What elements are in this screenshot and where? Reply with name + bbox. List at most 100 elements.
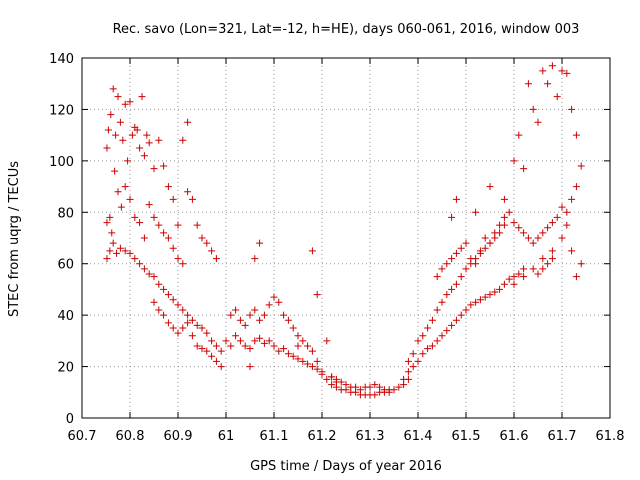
data-point [109,85,117,93]
data-point [366,383,374,391]
data-point [227,342,235,350]
data-point [164,183,172,191]
data-point [160,285,168,293]
data-point [217,363,225,371]
x-tick-label: 60.9 [164,429,193,444]
data-point [534,234,542,242]
data-point [164,234,172,242]
plot-frame [81,57,611,419]
data-point [145,270,153,278]
y-tick-label: 120 [49,103,74,118]
data-point [124,157,132,165]
data-point [284,316,292,324]
data-point [558,234,566,242]
data-point [486,291,494,299]
series-middle-trough-upper [328,373,393,394]
data-point [452,249,460,257]
data-point [414,337,422,345]
data-point [371,381,379,389]
data-point [558,203,566,211]
data-point [568,195,576,203]
data-point [256,316,264,324]
data-point [308,247,316,255]
data-point [155,280,163,288]
data-point [457,311,465,319]
data-point [160,311,168,319]
data-point [284,350,292,358]
data-point [529,105,537,113]
data-point [114,93,122,101]
x-tick-label: 61 [218,429,235,444]
data-point [443,291,451,299]
data-point [140,234,148,242]
data-point [128,131,136,139]
chart-title: Rec. savo (Lon=321, Lat=-12, h=HE), days… [113,22,580,37]
y-tick-label: 0 [66,412,74,427]
data-point [188,195,196,203]
data-point [452,280,460,288]
data-point [103,219,111,227]
data-point [544,260,552,268]
data-point [164,291,172,299]
data-point [136,260,144,268]
data-point [208,352,216,360]
data-point [424,345,432,353]
x-axis-title: GPS time / Days of year 2016 [250,459,442,474]
data-point [356,386,364,394]
x-tick-label: 61.5 [452,429,481,444]
data-point [150,273,158,281]
data-point [428,316,436,324]
data-point [193,221,201,229]
data-point [289,352,297,360]
data-point [472,298,480,306]
data-point [294,355,302,363]
data-point [251,255,259,263]
data-point [280,311,288,319]
data-point [299,337,307,345]
data-point [106,247,114,255]
x-tick-label: 61.2 [308,429,337,444]
data-point [198,324,206,332]
data-point [448,321,456,329]
data-point [308,347,316,355]
data-point [294,332,302,340]
data-point [443,260,451,268]
data-point [548,62,556,70]
data-point [481,234,489,242]
series-middle-outliers [246,239,331,371]
data-point [328,381,336,389]
data-point [428,342,436,350]
data-point [539,67,547,75]
data-point [169,324,177,332]
data-point [203,329,211,337]
data-point [515,270,523,278]
data-point [174,301,182,309]
data-point [448,285,456,293]
data-point [155,136,163,144]
data-point [337,378,345,386]
series-arc-left-mid [103,167,220,268]
data-point [265,301,273,309]
data-point [534,270,542,278]
data-point [236,337,244,345]
data-point [232,306,240,314]
data-point [113,249,121,257]
data-point [121,183,129,191]
data-point [457,244,465,252]
data-point [227,311,235,319]
data-point [500,195,508,203]
data-point [198,234,206,242]
x-axis: 60.7 60.8 60.9 61 61.1 61.2 61.3 61.4 61.5 61.6 61… [68,58,624,444]
data-point [179,306,187,314]
data-point [169,244,177,252]
data-point [313,291,321,299]
data-point [414,357,422,365]
data-point [332,375,340,383]
data-point [577,260,585,268]
data-point [116,118,124,126]
data-point [472,208,480,216]
data-point [108,229,116,237]
data-point [448,213,456,221]
data-point [121,247,129,255]
data-point [481,244,489,252]
